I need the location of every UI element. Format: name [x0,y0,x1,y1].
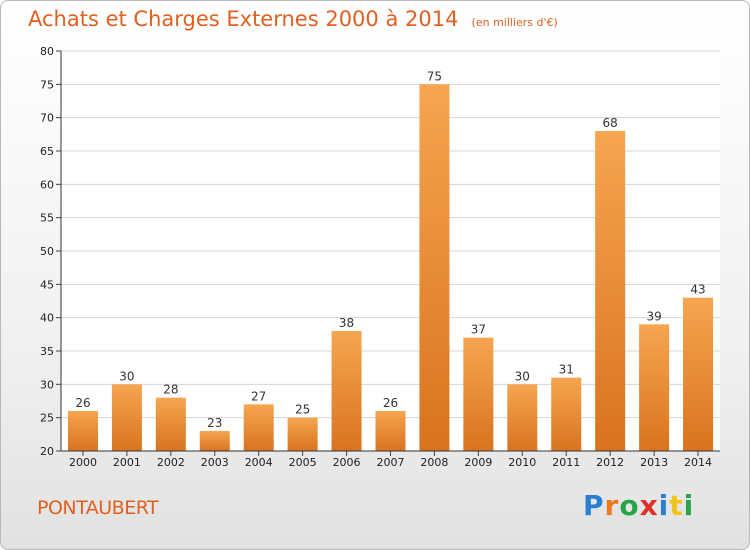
y-tick-label: 75 [40,78,54,91]
bar [507,384,538,451]
logo-letter: P [583,489,605,522]
x-tick-label: 2002 [157,456,185,469]
x-tick-label: 2014 [684,456,712,469]
logo-letter: r [604,489,620,522]
bar-value-label: 26 [75,396,90,410]
x-tick-label: 2000 [69,456,97,469]
bar [331,331,362,451]
logo-letter: t [669,489,684,522]
logo-letter: o [619,489,640,522]
bar-value-label: 30 [515,369,530,383]
y-tick-label: 60 [40,178,54,191]
bar [551,377,582,451]
bar-value-label: 23 [207,416,222,430]
bar [595,131,626,451]
x-tick-label: 2013 [640,456,668,469]
y-tick-label: 65 [40,145,54,158]
bar-value-label: 68 [603,116,618,130]
bar [155,397,186,451]
bar [375,411,406,451]
bar-value-label: 39 [646,309,661,323]
bar-value-label: 26 [383,396,398,410]
bar-value-label: 38 [339,316,354,330]
bar [287,417,318,451]
bar-value-label: 28 [163,383,178,397]
x-tick-label: 2009 [464,456,492,469]
bar [639,324,670,451]
bar-value-label: 43 [690,283,705,297]
bar [243,404,274,451]
bar [683,297,714,451]
y-tick-label: 45 [40,278,54,291]
bar-value-label: 37 [471,323,486,337]
bar-value-label: 25 [295,403,310,417]
x-tick-label: 2004 [245,456,273,469]
logo-letter: i [658,489,670,522]
y-tick-label: 70 [40,112,54,125]
x-tick-label: 2001 [113,456,141,469]
bar [419,84,450,451]
x-tick-label: 2010 [508,456,536,469]
x-tick-label: 2012 [596,456,624,469]
y-tick-label: 80 [40,45,54,58]
title-main: Achats et Charges Externes 2000 à 2014 [28,7,459,31]
y-tick-label: 20 [40,445,54,458]
x-tick-label: 2007 [377,456,405,469]
y-tick-label: 35 [40,345,54,358]
x-tick-label: 2003 [201,456,229,469]
y-tick-label: 40 [40,312,54,325]
y-tick-label: 25 [40,412,54,425]
y-tick-label: 50 [40,245,54,258]
bar [199,431,230,451]
bar-value-label: 27 [251,389,266,403]
town-name: PONTAUBERT [37,497,159,519]
bar-value-label: 30 [119,369,134,383]
y-tick-label: 55 [40,212,54,225]
x-tick-label: 2005 [289,456,317,469]
x-tick-label: 2011 [552,456,580,469]
logo-letter: x [639,489,659,522]
bar [67,411,98,451]
chart-title: Achats et Charges Externes 2000 à 2014 (… [28,7,558,31]
title-unit-note: (en milliers d'€) [471,16,558,29]
bar [463,337,494,451]
bar-value-label: 75 [427,69,442,83]
bar [111,384,142,451]
proxiti-logo: Proxiti [583,489,694,522]
x-tick-label: 2006 [333,456,361,469]
y-tick-label: 30 [40,378,54,391]
logo-letter: i [683,489,695,522]
bar-value-label: 31 [559,363,574,377]
x-tick-label: 2008 [420,456,448,469]
